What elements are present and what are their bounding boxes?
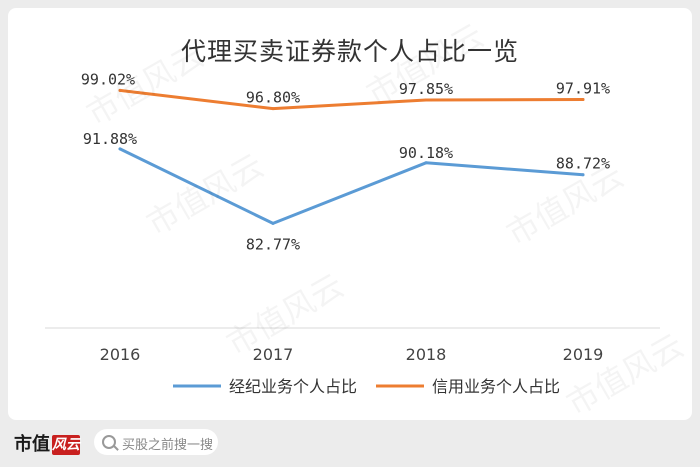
data-point (271, 107, 275, 111)
data-label: 97.91% (556, 80, 610, 98)
series-line-1 (118, 147, 585, 225)
data-label: 88.72% (556, 155, 610, 173)
brand-text: 市值 (14, 434, 50, 455)
brand-logo: 风云 (52, 435, 80, 455)
data-point (271, 221, 275, 225)
data-label: 82.77% (246, 235, 300, 253)
search-icon (102, 435, 116, 449)
chart-card: 代理买卖证券款个人占比一览 2016 2017 2018 2019 91.88% 82.7… (8, 8, 692, 420)
x-tick-label: 2018 (406, 345, 447, 364)
series-line-2 (118, 88, 585, 111)
footer-bar: 市值 风云 买股之前搜一搜 (0, 420, 700, 467)
data-label: 97.85% (399, 80, 453, 98)
brand-name: 市值 风云 (14, 430, 80, 456)
data-point (118, 88, 122, 92)
chart-title: 代理买卖证券款个人占比一览 (180, 37, 519, 66)
data-label: 91.88% (83, 130, 137, 148)
legend-label: 信用业务个人占比 (432, 377, 560, 396)
data-point (581, 173, 585, 177)
data-point (424, 98, 428, 102)
x-tick-label: 2017 (253, 345, 294, 364)
data-label: 90.18% (399, 144, 453, 162)
search-input[interactable]: 买股之前搜一搜 (94, 429, 218, 455)
data-label: 96.80% (246, 89, 300, 107)
data-point (118, 147, 122, 151)
data-point (424, 161, 428, 165)
line-chart: 2016 2017 2018 2019 91.88% 82.77% 90.18% 88.72%… (45, 70, 660, 396)
x-tick-label: 2016 (100, 345, 141, 364)
data-point (581, 98, 585, 101)
search-placeholder: 买股之前搜一搜 (122, 438, 214, 453)
data-label: 99.02% (81, 70, 135, 88)
legend-label: 经纪业务个人占比 (229, 377, 357, 396)
x-tick-label: 2019 (563, 345, 604, 364)
